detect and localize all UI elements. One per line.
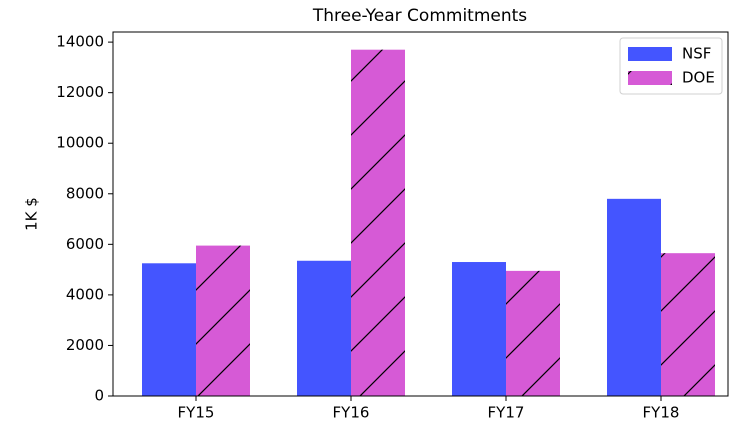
legend-label: DOE: [682, 69, 715, 87]
y-tick-label: 8000: [66, 184, 104, 202]
bar-hatch: [506, 270, 560, 396]
bar: [297, 260, 351, 396]
bar-hatch: [351, 49, 405, 396]
y-tick-label: 14000: [56, 33, 104, 51]
y-tick-label: 6000: [66, 235, 104, 253]
x-tick-label: FY15: [178, 404, 215, 422]
bar: [607, 198, 661, 396]
bar-hatch: [661, 253, 715, 396]
x-tick-label: FY16: [333, 404, 370, 422]
x-tick-label: FY18: [643, 404, 680, 422]
x-tick-label: FY17: [488, 404, 525, 422]
legend-swatch: [628, 47, 672, 61]
y-tick-label: 0: [94, 387, 104, 405]
bar-hatch: [196, 245, 250, 396]
y-tick-label: 4000: [66, 285, 104, 303]
plot-frame: [112, 31, 729, 397]
bar: [142, 263, 196, 396]
legend-swatch-hatch: [628, 71, 672, 85]
legend-label: NSF: [682, 45, 711, 63]
y-tick-label: 10000: [56, 134, 104, 152]
bar: [452, 262, 506, 396]
chart-title: Three-Year Commitments: [312, 6, 527, 26]
y-axis-label: 1K $: [23, 197, 41, 231]
y-tick-label: 12000: [56, 83, 104, 101]
y-tick-label: 2000: [66, 336, 104, 354]
